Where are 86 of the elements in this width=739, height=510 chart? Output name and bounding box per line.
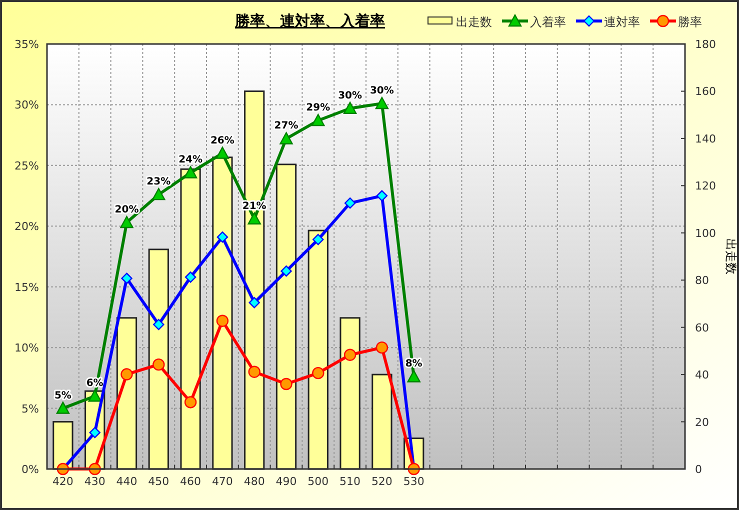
- point: [312, 114, 325, 126]
- point: [248, 297, 260, 308]
- x-tick-label: 530: [403, 475, 424, 488]
- point: [121, 272, 132, 284]
- y-tick-label: 5%: [22, 402, 39, 416]
- data-label: 20%: [114, 204, 139, 216]
- bar: [52, 421, 74, 470]
- x-tick-label: 510: [340, 475, 361, 488]
- x-tick-label: 430: [84, 475, 106, 488]
- x-tick-label: 470: [212, 475, 233, 488]
- point: [216, 146, 230, 159]
- data-label: 27%: [274, 120, 298, 132]
- x-tick-label: 480: [244, 475, 265, 488]
- point: [216, 231, 228, 243]
- y-tick-label: 25%: [14, 159, 39, 172]
- data-label: 23%: [146, 176, 171, 188]
- bar: [116, 317, 138, 470]
- bar: [372, 374, 392, 470]
- point: [344, 197, 356, 209]
- legend-label: 入着率: [530, 15, 566, 29]
- y2-tick-label: 180: [695, 38, 716, 51]
- y2-tick-label: 160: [695, 85, 716, 98]
- y2-tick-label: 120: [695, 180, 716, 193]
- x-tick-label: 450: [148, 475, 170, 488]
- point: [216, 314, 229, 327]
- point: [343, 102, 357, 114]
- x-tick-label: 490: [276, 475, 297, 488]
- legend-label: 連対率: [604, 15, 640, 29]
- point: [280, 132, 293, 144]
- data-label: 26%: [210, 135, 234, 146]
- point: [152, 358, 165, 371]
- point: [376, 190, 388, 202]
- y2-tick-label: 100: [695, 226, 716, 240]
- x-tick-label: 500: [308, 475, 329, 488]
- y2-tick-label: 20: [695, 416, 709, 429]
- y2-tick-label: 40: [695, 368, 709, 382]
- y2-tick-label: 80: [695, 274, 709, 288]
- data-label: 24%: [178, 154, 203, 166]
- y-tick-label: 15%: [14, 280, 39, 294]
- x-tick-label: 420: [52, 475, 74, 488]
- x-tick-label: 460: [180, 475, 202, 488]
- chart-title: 勝率、連対率、入着率: [234, 12, 385, 30]
- point: [184, 396, 197, 408]
- y2-tick-label: 60: [695, 321, 709, 334]
- point: [184, 272, 196, 283]
- point: [152, 188, 166, 200]
- bar: [244, 90, 265, 470]
- data-label: 30%: [338, 90, 362, 102]
- legend-label: 勝率: [678, 15, 702, 29]
- y2-tick-label: 0: [695, 463, 702, 476]
- point: [89, 426, 100, 438]
- data-label: 30%: [370, 86, 394, 96]
- bar: [148, 248, 169, 470]
- legend-label: 出走数: [456, 15, 492, 29]
- point: [407, 370, 420, 382]
- point: [56, 402, 70, 414]
- y-tick-label: 10%: [14, 342, 39, 355]
- point: [184, 166, 198, 178]
- point: [312, 234, 324, 246]
- point: [88, 390, 102, 402]
- point: [248, 366, 260, 378]
- y-tick-label: 20%: [14, 220, 39, 234]
- point: [280, 265, 292, 277]
- bar: [340, 317, 360, 470]
- x-tick-label: 520: [371, 475, 392, 488]
- bar: [180, 168, 201, 470]
- bar: [212, 156, 233, 470]
- y2-axis-title: 出走数: [724, 238, 738, 274]
- point: [120, 368, 133, 380]
- y2-tick-label: 140: [695, 132, 716, 146]
- point: [280, 378, 292, 390]
- point: [120, 216, 134, 228]
- data-label: 29%: [306, 102, 330, 114]
- y-tick-label: 35%: [14, 38, 39, 51]
- y-tick-label: 0%: [22, 463, 39, 476]
- point: [248, 212, 261, 224]
- point: [375, 96, 389, 110]
- point: [376, 341, 388, 354]
- data-label: 5%: [54, 390, 72, 402]
- point: [312, 366, 324, 380]
- bar: [308, 230, 328, 470]
- x-tick-label: 440: [116, 475, 138, 488]
- point: [153, 318, 164, 330]
- bar: [276, 164, 297, 470]
- point: [344, 348, 356, 361]
- y-tick-label: 30%: [14, 98, 39, 112]
